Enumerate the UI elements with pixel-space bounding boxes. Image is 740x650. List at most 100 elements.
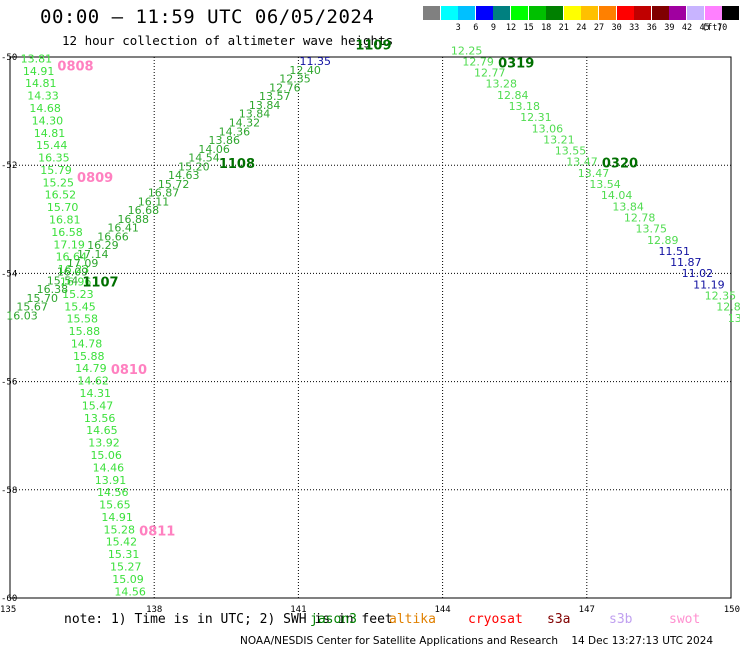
- x-tick-label: 144: [434, 605, 450, 615]
- wave-height-value: 12.40: [289, 64, 321, 77]
- colorbar-swatch: [581, 6, 599, 20]
- colorbar-swatch: [475, 6, 493, 20]
- wave-height-value: 14.81: [34, 127, 66, 140]
- wave-height-value: 14.63: [168, 169, 200, 182]
- wave-height-value: 15.67: [16, 301, 48, 314]
- y-tick-label: -54: [1, 269, 17, 279]
- wave-height-value: 16.96: [60, 275, 92, 288]
- wave-height-value: 13.75: [635, 223, 667, 236]
- wave-height-value: 14.65: [86, 424, 118, 437]
- y-tick-label: -52: [1, 161, 17, 171]
- wave-height-value: 12.79: [462, 55, 494, 68]
- wave-height-value: 13.47: [566, 156, 598, 169]
- wave-height-value: 12.84: [497, 89, 529, 102]
- wave-height-value: 13.91: [95, 474, 127, 487]
- colorbar-label: 36: [646, 23, 657, 33]
- wave-height-value: 12.77: [474, 67, 506, 80]
- colorbar-label: 42: [681, 23, 693, 33]
- wave-height-value: 14.91: [23, 65, 55, 78]
- wave-height-value: 16.64: [56, 251, 88, 264]
- wave-height-value: 11.19: [693, 278, 725, 291]
- wave-height-value: 14.33: [27, 90, 59, 103]
- wave-height-value: 13.54: [589, 178, 621, 191]
- wave-height-value: 16.09: [57, 266, 89, 279]
- wave-height-value: 13.21: [543, 133, 575, 146]
- colorbar-label: 30: [611, 23, 622, 33]
- pass-time-label: 0810: [111, 363, 147, 378]
- wave-height-value: 15.31: [108, 548, 140, 561]
- wave-height-value: 16.35: [38, 152, 70, 165]
- wave-height-value: 15.58: [66, 313, 98, 326]
- wave-height-value: 12.31: [520, 111, 552, 124]
- wave-height-value: 15.72: [158, 178, 190, 191]
- colorbar-label: 45: [699, 23, 710, 33]
- wave-height-value: 15.70: [26, 292, 58, 305]
- pass-time-label: 1109: [355, 39, 391, 54]
- wave-height-value: 16.41: [107, 222, 139, 235]
- x-tick-label: 147: [579, 605, 595, 615]
- wave-height-value: 13.84: [612, 200, 644, 213]
- colorbar-swatch: [599, 6, 616, 20]
- colorbar-swatch: [493, 6, 511, 20]
- wave-height-value: 14.62: [77, 375, 109, 388]
- pass-time-label: 0320: [602, 157, 638, 172]
- wave-height-value: 15.88: [73, 350, 105, 363]
- pass-time-label: 1107: [82, 275, 118, 290]
- pass-time-label: 1108: [219, 157, 255, 172]
- map-title: 00:00 – 11:59 UTC 06/05/2024: [40, 6, 375, 28]
- colorbar-swatch: [546, 6, 564, 20]
- wave-height-value: 15.42: [106, 536, 138, 549]
- wave-height-value: 15.09: [112, 573, 144, 586]
- wave-height-value: 17.14: [77, 248, 109, 261]
- pass-time-label: 0319: [498, 56, 534, 71]
- pass-time-label: 0808: [57, 60, 93, 75]
- wave-height-value: 15.65: [99, 499, 131, 512]
- wave-height-value: 15.45: [64, 300, 96, 313]
- wave-height-value: 14.36: [219, 125, 251, 138]
- wave-height-value: 13.55: [555, 145, 587, 158]
- wave-height-value: 14.79: [75, 362, 107, 375]
- wave-height-value: 13.18: [509, 100, 541, 113]
- wave-height-value: 16.29: [87, 239, 119, 252]
- x-tick-label: 138: [146, 605, 162, 615]
- colorbar-swatch: [722, 6, 740, 20]
- wave-height-value: 15.88: [69, 325, 101, 338]
- wave-height-value: 17.09: [67, 257, 99, 270]
- wave-height-value: 15.70: [47, 201, 79, 214]
- colorbar-unit: (ft): [702, 23, 723, 33]
- colorbar-label: 39: [664, 23, 675, 33]
- wave-height-value: 11.87: [670, 256, 702, 269]
- satellite-legend-item: jason3: [310, 612, 357, 627]
- wave-height-value: 16.38: [37, 283, 69, 296]
- wave-height-value: 12.76: [269, 81, 301, 94]
- wave-height-value: 12.86: [716, 301, 740, 314]
- wave-height-value: 13.06: [532, 122, 564, 135]
- map-subtitle: 12 hour collection of altimeter wave hei…: [62, 33, 394, 48]
- colorbar-swatch: [687, 6, 704, 20]
- wave-height-value: 14.06: [198, 143, 230, 156]
- colorbar-swatch: [704, 6, 722, 20]
- wave-height-value: 15.06: [90, 449, 122, 462]
- colorbar-swatch: [563, 6, 581, 20]
- wave-height-value: 14.32: [229, 116, 261, 129]
- colorbar-swatch: [669, 6, 687, 20]
- wave-height-value: 16.11: [138, 195, 170, 208]
- wave-height-value: 16.88: [117, 213, 149, 226]
- wave-height-value: 14.54: [188, 152, 220, 165]
- wave-height-value: 16.87: [148, 187, 180, 200]
- colorbar-swatch: [440, 6, 458, 20]
- wave-height-value: 14.68: [29, 102, 61, 115]
- wave-height-value: 15.27: [110, 561, 142, 574]
- wave-height-value: 14.30: [32, 114, 64, 127]
- y-tick-label: -50: [1, 53, 17, 63]
- colorbar-label: 18: [541, 23, 552, 33]
- colorbar-label: 6: [473, 23, 479, 33]
- wave-height-value: 13.47: [578, 167, 610, 180]
- colorbar-swatch: [634, 6, 652, 20]
- wave-height-value: 16.23: [58, 263, 90, 276]
- colorbar-label: 24: [576, 23, 587, 33]
- wave-height-value: 15.47: [82, 399, 114, 412]
- colorbar-swatch: [651, 6, 669, 20]
- wave-height-value: 12.35: [279, 73, 311, 86]
- wave-height-value: 14.91: [101, 511, 133, 524]
